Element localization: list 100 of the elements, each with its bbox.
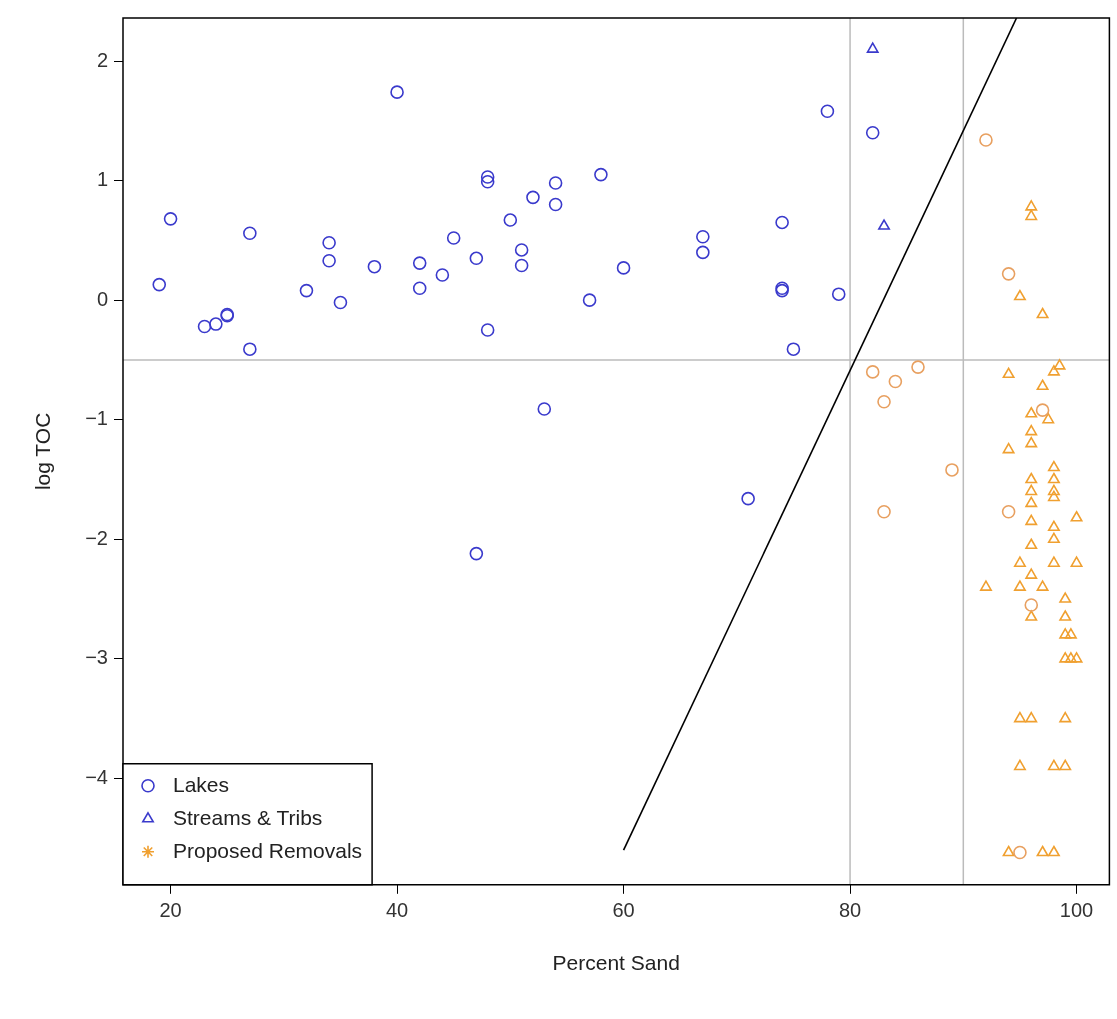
legend-label: Lakes bbox=[173, 772, 230, 796]
point bbox=[446, 231, 461, 245]
point bbox=[480, 175, 495, 189]
y-axis-title: log TOC bbox=[31, 412, 55, 491]
point bbox=[979, 580, 992, 591]
point bbox=[299, 283, 314, 298]
point bbox=[1025, 472, 1038, 484]
point bbox=[877, 504, 891, 519]
y-tick-label: −2 bbox=[85, 526, 108, 549]
point bbox=[1013, 759, 1026, 771]
point bbox=[1002, 845, 1015, 857]
point bbox=[582, 293, 597, 307]
point bbox=[1047, 759, 1060, 771]
point bbox=[1001, 504, 1016, 519]
point bbox=[775, 215, 789, 230]
x-tick-label: 80 bbox=[838, 899, 862, 922]
point bbox=[1059, 652, 1072, 663]
point bbox=[1064, 628, 1077, 639]
point bbox=[537, 402, 552, 416]
point bbox=[1047, 484, 1060, 496]
point bbox=[1047, 556, 1060, 567]
point bbox=[209, 317, 223, 331]
legend-label: Proposed Removals bbox=[173, 838, 363, 862]
point bbox=[616, 261, 631, 275]
point bbox=[1013, 556, 1026, 567]
point bbox=[197, 319, 212, 334]
point bbox=[548, 176, 563, 190]
y-tick-label: 2 bbox=[96, 48, 108, 71]
x-axis-title: Percent Sand bbox=[552, 951, 680, 975]
point bbox=[322, 253, 336, 268]
point bbox=[594, 167, 608, 182]
point bbox=[1036, 580, 1049, 591]
point bbox=[1047, 532, 1060, 544]
point bbox=[877, 394, 891, 409]
point bbox=[1047, 460, 1060, 472]
x-tick-label: 40 bbox=[385, 899, 409, 922]
point bbox=[1036, 307, 1049, 319]
legend-label: Streams & Tribs bbox=[173, 805, 323, 829]
point bbox=[322, 235, 336, 250]
point bbox=[412, 256, 427, 270]
point bbox=[831, 287, 846, 301]
x-tick-label: 100 bbox=[1059, 899, 1094, 922]
point bbox=[1002, 442, 1015, 454]
point bbox=[469, 251, 484, 266]
point bbox=[1059, 759, 1072, 771]
point bbox=[469, 546, 484, 561]
point bbox=[1059, 592, 1072, 603]
point bbox=[945, 463, 959, 477]
point bbox=[526, 190, 540, 205]
point bbox=[741, 491, 755, 506]
point bbox=[503, 213, 518, 227]
x-tick-label: 60 bbox=[612, 899, 635, 922]
point bbox=[878, 219, 891, 230]
point bbox=[1025, 209, 1038, 221]
y-tick-label: −4 bbox=[85, 765, 108, 788]
point bbox=[1025, 496, 1038, 508]
point bbox=[1025, 200, 1038, 211]
point bbox=[1025, 610, 1038, 621]
y-tick-label: 0 bbox=[96, 287, 108, 310]
point bbox=[367, 259, 382, 274]
point bbox=[696, 245, 710, 260]
point bbox=[1053, 359, 1066, 370]
y-tick-label: −3 bbox=[85, 646, 108, 669]
point bbox=[1025, 406, 1038, 418]
point bbox=[911, 360, 925, 374]
point bbox=[1025, 711, 1038, 723]
point bbox=[1025, 424, 1038, 436]
point bbox=[696, 229, 710, 244]
point bbox=[163, 212, 178, 226]
point bbox=[1013, 845, 1027, 860]
point bbox=[1001, 267, 1016, 281]
point bbox=[1059, 711, 1072, 723]
x-tick-label: 20 bbox=[159, 899, 182, 922]
point bbox=[1047, 365, 1060, 376]
point bbox=[1025, 514, 1038, 526]
point bbox=[820, 104, 835, 119]
point bbox=[1070, 652, 1083, 663]
point bbox=[333, 295, 348, 310]
point bbox=[1047, 845, 1060, 857]
point bbox=[1059, 628, 1072, 639]
point bbox=[786, 342, 801, 356]
y-tick-label: 1 bbox=[96, 168, 108, 191]
point bbox=[1025, 436, 1038, 448]
point bbox=[243, 342, 257, 356]
point bbox=[243, 226, 257, 241]
point bbox=[1035, 403, 1050, 417]
point bbox=[1013, 711, 1026, 723]
point bbox=[412, 281, 427, 295]
point bbox=[480, 323, 495, 337]
point bbox=[1047, 472, 1060, 484]
point bbox=[1024, 598, 1039, 612]
point bbox=[979, 133, 993, 147]
y-tick-label: −1 bbox=[85, 407, 108, 430]
point bbox=[514, 243, 529, 257]
point bbox=[888, 374, 903, 389]
point bbox=[1064, 652, 1077, 663]
point bbox=[865, 365, 880, 379]
point bbox=[1047, 520, 1060, 532]
point bbox=[1002, 367, 1015, 379]
point bbox=[1042, 412, 1055, 424]
